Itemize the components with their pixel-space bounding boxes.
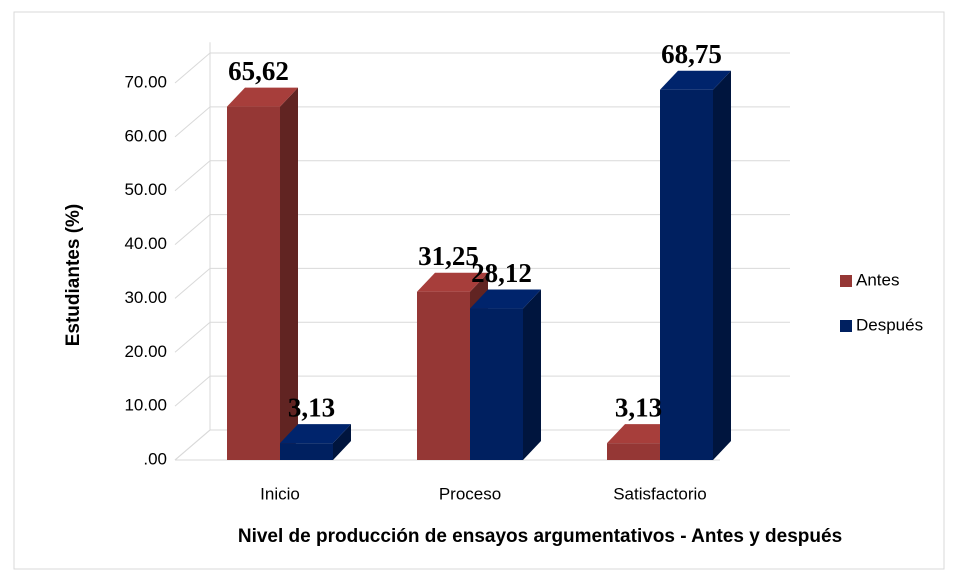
- grid-line-side: [174, 321, 211, 353]
- value-label: 28,12: [471, 258, 532, 288]
- bar: [280, 443, 333, 460]
- y-tick-label: 20.00: [124, 342, 167, 361]
- value-label: 3,13: [615, 392, 662, 422]
- value-label: 31,25: [418, 241, 479, 271]
- grid-line-side: [174, 429, 211, 461]
- bar-side: [713, 70, 731, 460]
- bar-top: [280, 424, 351, 444]
- x-tick-label: Proceso: [439, 484, 501, 503]
- bar-top: [660, 70, 731, 90]
- y-tick-label: 30.00: [124, 288, 167, 307]
- legend-label: Antes: [856, 270, 899, 289]
- legend-swatch: [840, 275, 852, 287]
- bar: [227, 106, 280, 461]
- bar-side: [333, 424, 351, 460]
- y-axis-label: Estudiantes (%): [63, 204, 84, 347]
- grid-line-side: [174, 214, 211, 245]
- bar: [660, 89, 713, 460]
- y-tick-label: 70.00: [124, 72, 167, 91]
- y-tick-label: 40.00: [124, 234, 167, 253]
- grid-line-side: [174, 268, 211, 299]
- legend-swatch: [840, 320, 852, 332]
- bar-side: [280, 87, 298, 461]
- bar-top: [470, 289, 541, 309]
- value-label: 68,75: [661, 39, 722, 69]
- bar-top: [417, 272, 488, 292]
- grid-line-side: [174, 52, 211, 84]
- bar: [607, 443, 660, 460]
- grid-line-side: [174, 106, 211, 138]
- x-tick-label: Satisfactorio: [613, 484, 707, 503]
- bar-top: [227, 87, 298, 107]
- y-tick-label: 60.00: [124, 126, 167, 145]
- bar-side: [523, 289, 541, 460]
- grid-line-side: [174, 160, 211, 192]
- x-tick-label: Inicio: [260, 484, 300, 503]
- value-label: 65,62: [228, 56, 289, 86]
- bar: [417, 291, 470, 460]
- y-tick-label: 50.00: [124, 180, 167, 199]
- y-tick-label: .00: [143, 449, 167, 468]
- value-label: 3,13: [288, 392, 335, 422]
- bar: [470, 308, 523, 460]
- grid-line-side: [174, 375, 211, 407]
- y-tick-label: 10.00: [124, 396, 167, 415]
- x-axis-label: Nivel de producción de ensayos argumenta…: [238, 526, 842, 547]
- legend-label: Después: [856, 315, 923, 334]
